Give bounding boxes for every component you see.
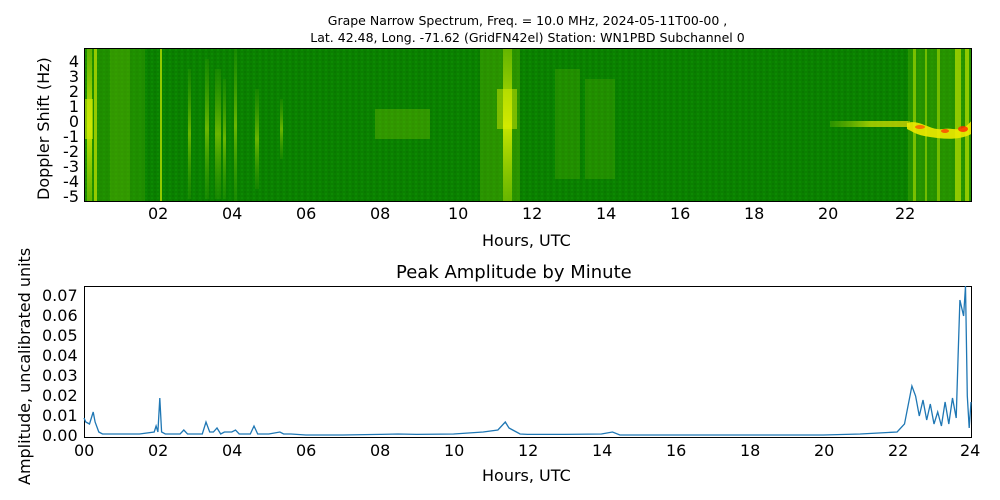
spectrogram-image <box>85 49 971 201</box>
ytick-label: 4 <box>68 52 79 71</box>
spectrogram-xlabel: Hours, UTC <box>482 231 571 250</box>
xtick-label: 22 <box>895 204 916 223</box>
ytick-label: 1 <box>68 97 79 116</box>
amplitude-axes <box>84 286 972 438</box>
ytick-label: -5 <box>63 187 79 206</box>
xtick-label: 04 <box>222 204 243 223</box>
xtick-label: 04 <box>222 441 243 460</box>
xtick-label: 08 <box>370 441 391 460</box>
xtick-label: 10 <box>444 441 465 460</box>
xtick-label: 16 <box>666 441 687 460</box>
xtick-label: 24 <box>960 441 981 460</box>
ytick-label: 0.05 <box>42 326 78 345</box>
xtick-label: 06 <box>296 204 317 223</box>
xtick-label: 12 <box>522 204 543 223</box>
spectrogram-axes <box>84 48 972 202</box>
ytick-label: -4 <box>63 172 79 191</box>
xtick-label: 12 <box>518 441 539 460</box>
xtick-label: 02 <box>148 441 169 460</box>
xtick-label: 10 <box>448 204 469 223</box>
xtick-label: 22 <box>888 441 909 460</box>
xtick-label: 18 <box>740 441 761 460</box>
ytick-label: 0.07 <box>42 286 78 305</box>
xtick-label: 20 <box>818 204 839 223</box>
xtick-label: 08 <box>370 204 391 223</box>
ytick-label: 3 <box>68 67 79 86</box>
amplitude-series-line <box>83 285 972 436</box>
suptitle-line2: Lat. 42.48, Long. -71.62 (GridFN42el) St… <box>310 30 745 45</box>
ytick-label: -3 <box>63 157 79 176</box>
ytick-label: 0.01 <box>42 406 78 425</box>
ytick-label: 0.04 <box>42 346 78 365</box>
ytick-label: 0.03 <box>42 366 78 385</box>
xtick-label: 06 <box>296 441 317 460</box>
amplitude-title: Peak Amplitude by Minute <box>396 262 632 283</box>
ytick-label: 0.06 <box>42 306 78 325</box>
ytick-label: 0.00 <box>42 426 78 445</box>
ytick-label: 0 <box>68 112 79 131</box>
ytick-label: 0.02 <box>42 386 78 405</box>
amplitude-ylabel: Amplitude, uncalibrated units <box>15 247 34 485</box>
suptitle-line1: Grape Narrow Spectrum, Freq. = 10.0 MHz,… <box>327 13 728 28</box>
xtick-label: 00 <box>74 441 95 460</box>
xtick-label: 14 <box>592 441 613 460</box>
amplitude-xlabel: Hours, UTC <box>482 466 571 485</box>
xtick-label: 16 <box>670 204 691 223</box>
ytick-label: -1 <box>63 127 79 146</box>
ytick-label: 2 <box>68 82 79 101</box>
xtick-label: 18 <box>744 204 765 223</box>
xtick-label: 20 <box>814 441 835 460</box>
xtick-label: 02 <box>148 204 169 223</box>
ytick-label: -2 <box>63 142 79 161</box>
xtick-label: 14 <box>596 204 617 223</box>
